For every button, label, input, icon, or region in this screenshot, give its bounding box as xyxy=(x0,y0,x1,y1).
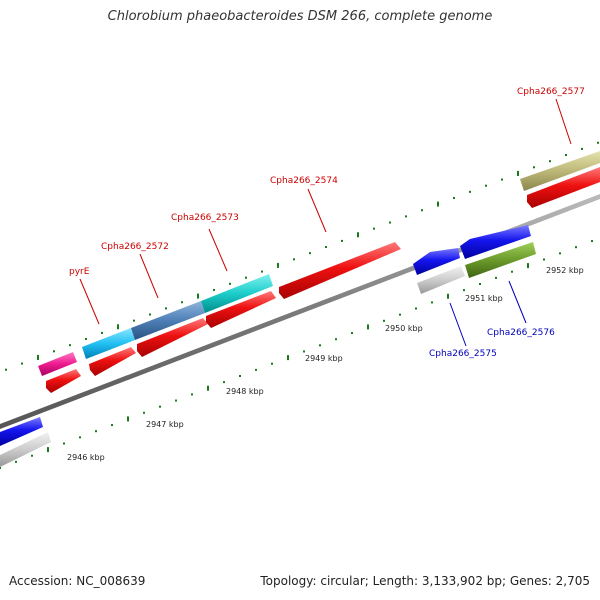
gene-label-cpha266-2575[interactable]: Cpha266_2575 xyxy=(429,349,497,359)
callout-cpha266-2576 xyxy=(508,280,527,324)
gene-arrow-cpha266-2576[interactable] xyxy=(460,225,531,259)
gene-label-cpha266-2574[interactable]: Cpha266_2574 xyxy=(270,176,338,186)
gene-arrow-cpha266-2574a[interactable] xyxy=(206,291,276,328)
tick-label-2946: 2946 kbp xyxy=(67,453,105,462)
genome-backbone xyxy=(0,194,600,429)
gene-block-left-gray[interactable] xyxy=(0,432,51,467)
tick-layer xyxy=(0,141,599,469)
gene-arrow-cpha266-2572[interactable] xyxy=(89,347,136,376)
gene-arrow-cpha266-2574[interactable] xyxy=(279,242,401,299)
tick-label-2949: 2949 kbp xyxy=(305,354,343,363)
tick-label-2951: 2951 kbp xyxy=(465,294,503,303)
feature-block-pink[interactable] xyxy=(38,352,77,376)
map-title: Chlorobium phaeobacteroides DSM 266, com… xyxy=(107,9,493,24)
gene-block-cpha266-2575[interactable] xyxy=(417,266,465,294)
gene-arrow-left-blue[interactable] xyxy=(0,417,43,446)
feature-blocks xyxy=(38,151,600,376)
gene-block-cpha266-2576[interactable] xyxy=(465,242,536,278)
gene-arrow-cpha266-2573[interactable] xyxy=(137,318,208,357)
callout-pyrE xyxy=(79,278,100,325)
gene-label-cpha266-2573[interactable]: Cpha266_2573 xyxy=(171,213,239,223)
callout-cpha266-2574 xyxy=(307,188,327,233)
topology-text: Topology: circular; Length: 3,133,902 bp… xyxy=(260,574,590,588)
forward-strand-genes xyxy=(46,167,600,393)
tick-label-2952: 2952 kbp xyxy=(546,266,584,275)
callout-cpha266-2572 xyxy=(139,253,159,299)
feature-block-khaki[interactable] xyxy=(520,151,600,191)
gene-label-cpha266-2576[interactable]: Cpha266_2576 xyxy=(487,328,555,338)
callout-cpha266-2573 xyxy=(208,228,228,272)
feature-block-steel[interactable] xyxy=(131,301,205,340)
tick-label-2948: 2948 kbp xyxy=(226,387,264,396)
feature-block-sky[interactable] xyxy=(82,328,135,359)
gene-label-cpha266-2572[interactable]: Cpha266_2572 xyxy=(101,242,169,252)
label-callouts xyxy=(79,98,572,347)
tick-label-2950: 2950 kbp xyxy=(385,324,423,333)
gene-arrow-cpha266-2577[interactable] xyxy=(527,167,600,208)
gene-labels: pyrE Cpha266_2572 Cpha266_2573 Cpha266_2… xyxy=(69,87,585,359)
gene-arrow-cpha266-2575[interactable] xyxy=(413,248,460,275)
callout-cpha266-2577 xyxy=(555,98,572,145)
callout-cpha266-2575 xyxy=(449,302,467,347)
tick-label-2947: 2947 kbp xyxy=(146,420,184,429)
gene-label-pyrE[interactable]: pyrE xyxy=(69,267,90,277)
gene-label-cpha266-2577[interactable]: Cpha266_2577 xyxy=(517,87,585,97)
reverse-strand-genes xyxy=(0,225,536,467)
gene-arrow-pyrE[interactable] xyxy=(46,369,81,393)
feature-block-teal[interactable] xyxy=(201,274,273,313)
accession-text: Accession: NC_008639 xyxy=(9,574,146,588)
ruler-labels: 2946 kbp 2947 kbp 2948 kbp 2949 kbp 2950… xyxy=(67,266,584,462)
